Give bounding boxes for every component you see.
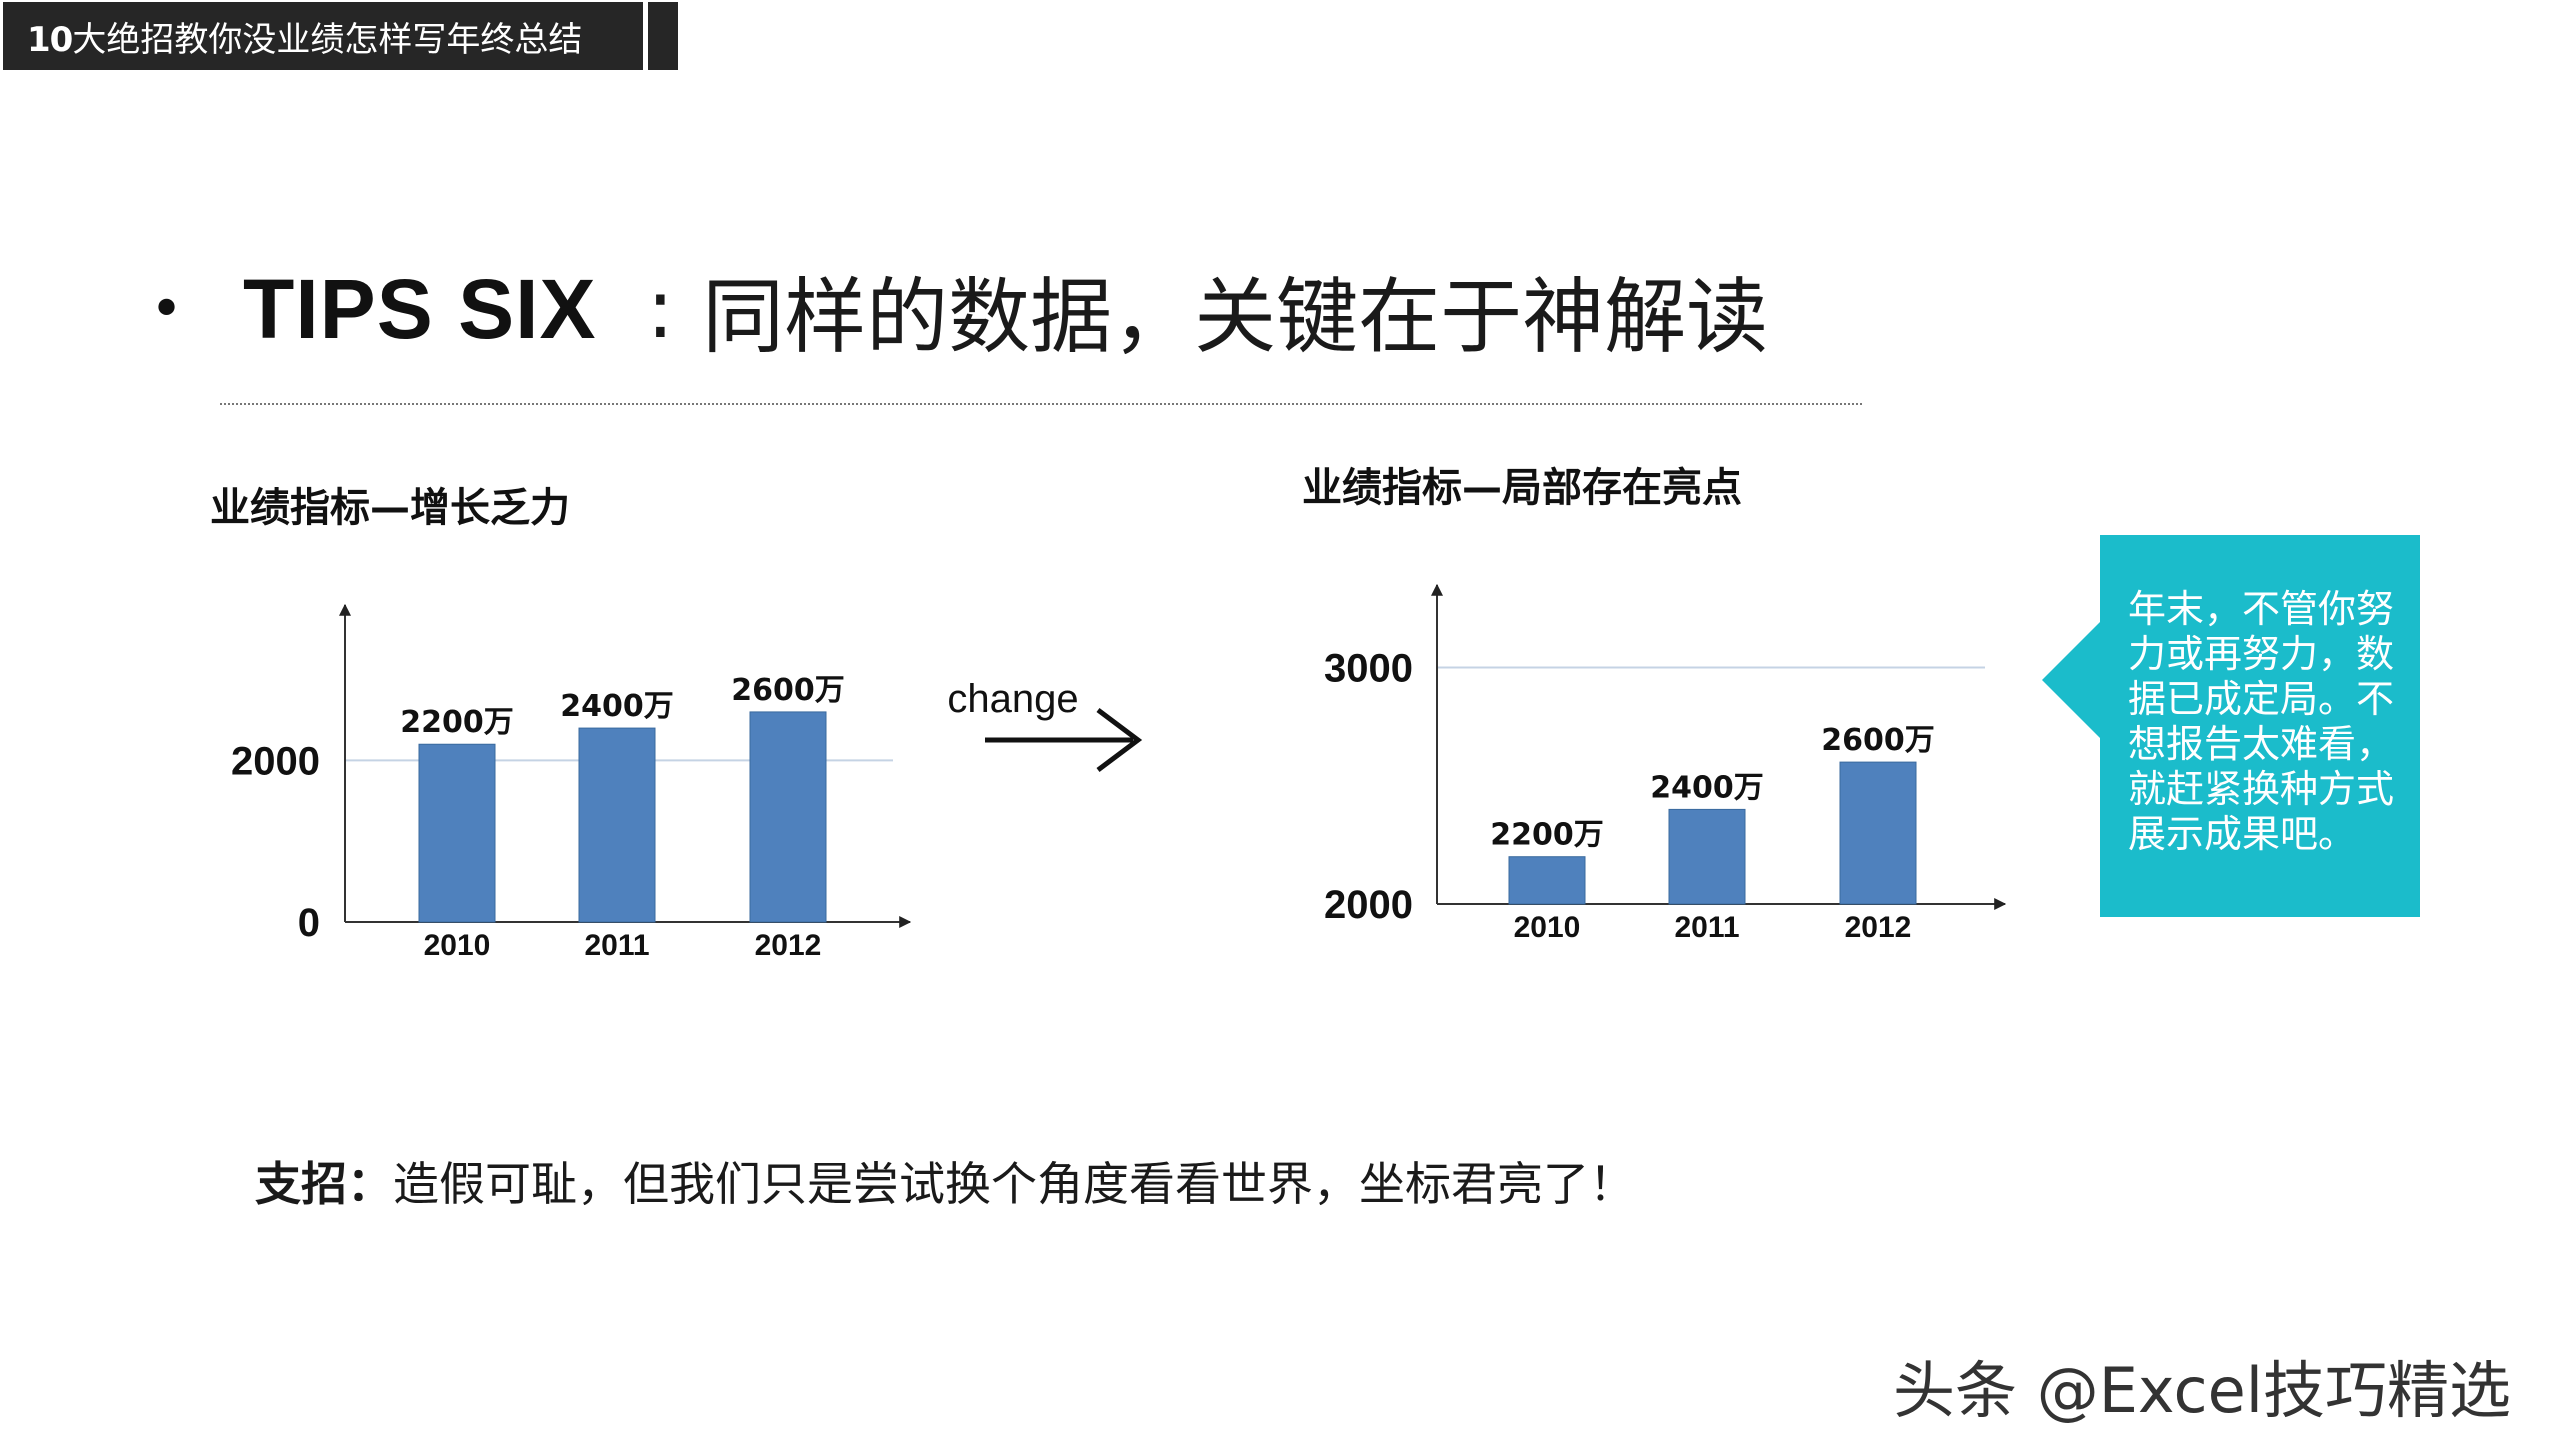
right-bar	[1839, 761, 1917, 905]
headline-separator: :	[646, 262, 675, 357]
right-y-tick-label: 3000	[1324, 647, 1413, 691]
change-arrow-icon	[985, 708, 1143, 772]
header-title-text: 大绝招教你没业绩怎样写年终总结	[72, 19, 583, 60]
left-bar	[749, 711, 827, 923]
divider	[220, 403, 1862, 405]
right-bar	[1508, 856, 1586, 905]
left-bar	[578, 727, 656, 923]
header-title: 10大绝招教你没业绩怎样写年终总结	[27, 12, 582, 61]
right-x-tick-label: 2010	[1514, 911, 1581, 944]
left-data-label: 2400万	[560, 689, 674, 724]
bullet-icon: •	[150, 276, 184, 342]
tips-tag: TIPS SIX	[243, 262, 597, 356]
footer-tip: 支招：造假可耻，但我们只是尝试换个角度看看世界，坐标君亮了！	[255, 1148, 1635, 1214]
header-number: 10	[27, 19, 73, 60]
right-bar	[1668, 808, 1746, 905]
right-data-label: 2200万	[1490, 818, 1604, 853]
headline: • TIPS SIX : 同样的数据，关键在于神解读	[150, 250, 1768, 369]
right-x-tick-label: 2011	[1674, 911, 1739, 944]
header-accent	[648, 2, 678, 70]
left-x-tick-label: 2010	[424, 929, 491, 962]
change-label: change	[947, 677, 1078, 721]
left-y-tick-label: 0	[298, 901, 320, 945]
footer-text: 造假可耻，但我们只是尝试换个角度看看世界，坐标君亮了！	[393, 1157, 1635, 1211]
header-bar: 10大绝招教你没业绩怎样写年终总结	[3, 2, 643, 70]
headline-text: 同样的数据，关键在于神解读	[702, 270, 1769, 365]
footer-label: 支招：	[255, 1157, 393, 1211]
note-callout: 年末，不管你努力或再努力，数据已成定局。不想报告太难看，就赶紧换种方式展示成果吧…	[2042, 535, 2420, 917]
left-x-tick-label: 2011	[584, 929, 649, 962]
note-text: 年末，不管你努力或再努力，数据已成定局。不想报告太难看，就赶紧换种方式展示成果吧…	[2128, 587, 2395, 856]
left-data-label: 2600万	[731, 673, 845, 708]
right-data-label: 2400万	[1650, 770, 1764, 805]
right-chart-title: 业绩指标—局部存在亮点	[1302, 465, 1742, 511]
left-data-label: 2200万	[400, 705, 514, 740]
left-chart-title: 业绩指标—增长乏力	[210, 485, 570, 531]
watermark: 头条 @Excel技巧精选	[1893, 1354, 2511, 1427]
right-y-tick-label: 2000	[1324, 883, 1413, 927]
right-data-label: 2600万	[1821, 723, 1935, 758]
left-x-tick-label: 2012	[755, 929, 822, 962]
right-x-tick-label: 2012	[1845, 911, 1912, 944]
left-bar	[418, 743, 496, 923]
left-y-tick-label: 2000	[231, 739, 320, 783]
